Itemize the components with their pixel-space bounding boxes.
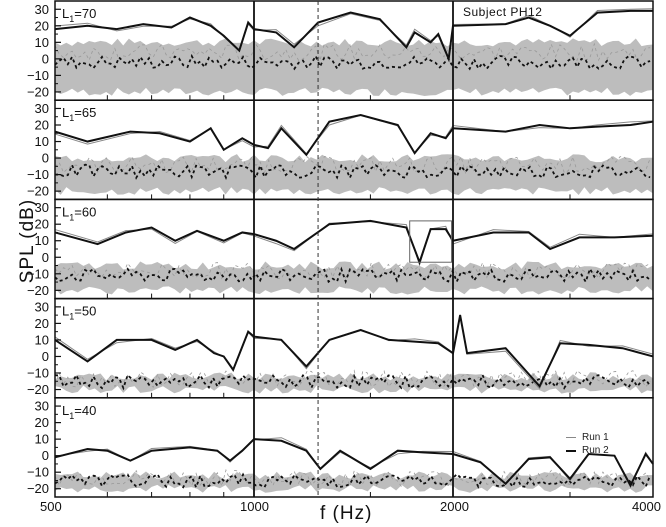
- run2-line: [54, 9, 653, 63]
- run2-line: [54, 114, 654, 157]
- y-tick-label: −10: [27, 167, 49, 182]
- y-tick-label: 0: [42, 349, 49, 364]
- y-tick-label: 10: [35, 233, 49, 248]
- legend: Run 1 Run 2: [566, 431, 609, 457]
- run2-swatch: [566, 449, 576, 452]
- noise-band: [55, 261, 653, 295]
- y-tick-label: 10: [35, 134, 49, 149]
- panel-label: L1=40: [62, 403, 96, 421]
- y-tick-label: 30: [35, 299, 49, 314]
- run2-line: [54, 438, 654, 488]
- y-tick-label: −20: [27, 382, 49, 397]
- noise-floor-run1: [54, 42, 651, 62]
- y-tick-label: 30: [35, 200, 49, 215]
- inset-rectangle: [409, 220, 453, 263]
- noise-band: [55, 38, 653, 97]
- noise-floor-run2: [54, 266, 651, 285]
- x-tick-1000: 1000: [240, 499, 269, 514]
- noise-band: [55, 372, 653, 394]
- y-tick-label: 20: [35, 316, 49, 331]
- y-tick-label: 20: [35, 217, 49, 232]
- y-tick-label: −10: [27, 68, 49, 83]
- run1-swatch: [566, 437, 576, 438]
- run2-line: [54, 219, 654, 266]
- noise-floor-run2: [54, 53, 651, 71]
- noise-floor-run1: [54, 468, 651, 488]
- y-tick-label: 30: [35, 2, 49, 17]
- y-axis-label: SPL (dB): [17, 198, 39, 284]
- y-tick-label: 0: [42, 448, 49, 463]
- y-tick-label: 10: [35, 35, 49, 50]
- legend-run1-label: Run 1: [582, 432, 609, 443]
- noise-floor-run2: [54, 472, 651, 490]
- y-tick-label: 30: [35, 399, 49, 414]
- y-tick-label: −20: [27, 84, 49, 99]
- y-tick-label: 0: [42, 51, 49, 66]
- y-tick-label: 20: [35, 118, 49, 133]
- legend-run2: Run 2: [566, 444, 609, 457]
- run2-line: [54, 314, 654, 389]
- panel-label: L1=50: [62, 304, 96, 322]
- noise-floor-run2: [54, 372, 651, 391]
- legend-run1: Run 1: [566, 431, 609, 444]
- y-tick-label: 30: [35, 101, 49, 116]
- run1-line: [54, 114, 654, 155]
- noise-band: [55, 154, 653, 196]
- y-tick-label: 0: [42, 151, 49, 166]
- x-tick-4000: 4000: [632, 499, 661, 514]
- y-tick-label: −20: [27, 481, 49, 496]
- y-tick-label: −20: [27, 184, 49, 199]
- y-tick-label: 10: [35, 432, 49, 447]
- noise-band: [55, 471, 653, 493]
- y-tick-label: −10: [27, 266, 49, 281]
- panel-label: L1=60: [62, 204, 96, 222]
- y-tick-label: 20: [35, 18, 49, 33]
- panel-label: L1=65: [62, 105, 96, 123]
- subject-label: Subject PH12: [463, 5, 543, 19]
- y-tick-label: −10: [27, 366, 49, 381]
- y-tick-label: 0: [42, 250, 49, 265]
- legend-run2-label: Run 2: [582, 445, 609, 456]
- y-tick-label: 20: [35, 415, 49, 430]
- noise-floor-run1: [54, 155, 651, 175]
- y-tick-label: 10: [35, 332, 49, 347]
- panel-label: L1=70: [62, 6, 96, 24]
- x-tick-2000: 2000: [440, 499, 469, 514]
- x-tick-500: 500: [40, 499, 62, 514]
- y-tick-label: −20: [27, 283, 49, 298]
- y-tick-label: −10: [27, 465, 49, 480]
- x-axis-label: f (Hz): [320, 503, 373, 524]
- noise-floor-run2: [54, 162, 651, 181]
